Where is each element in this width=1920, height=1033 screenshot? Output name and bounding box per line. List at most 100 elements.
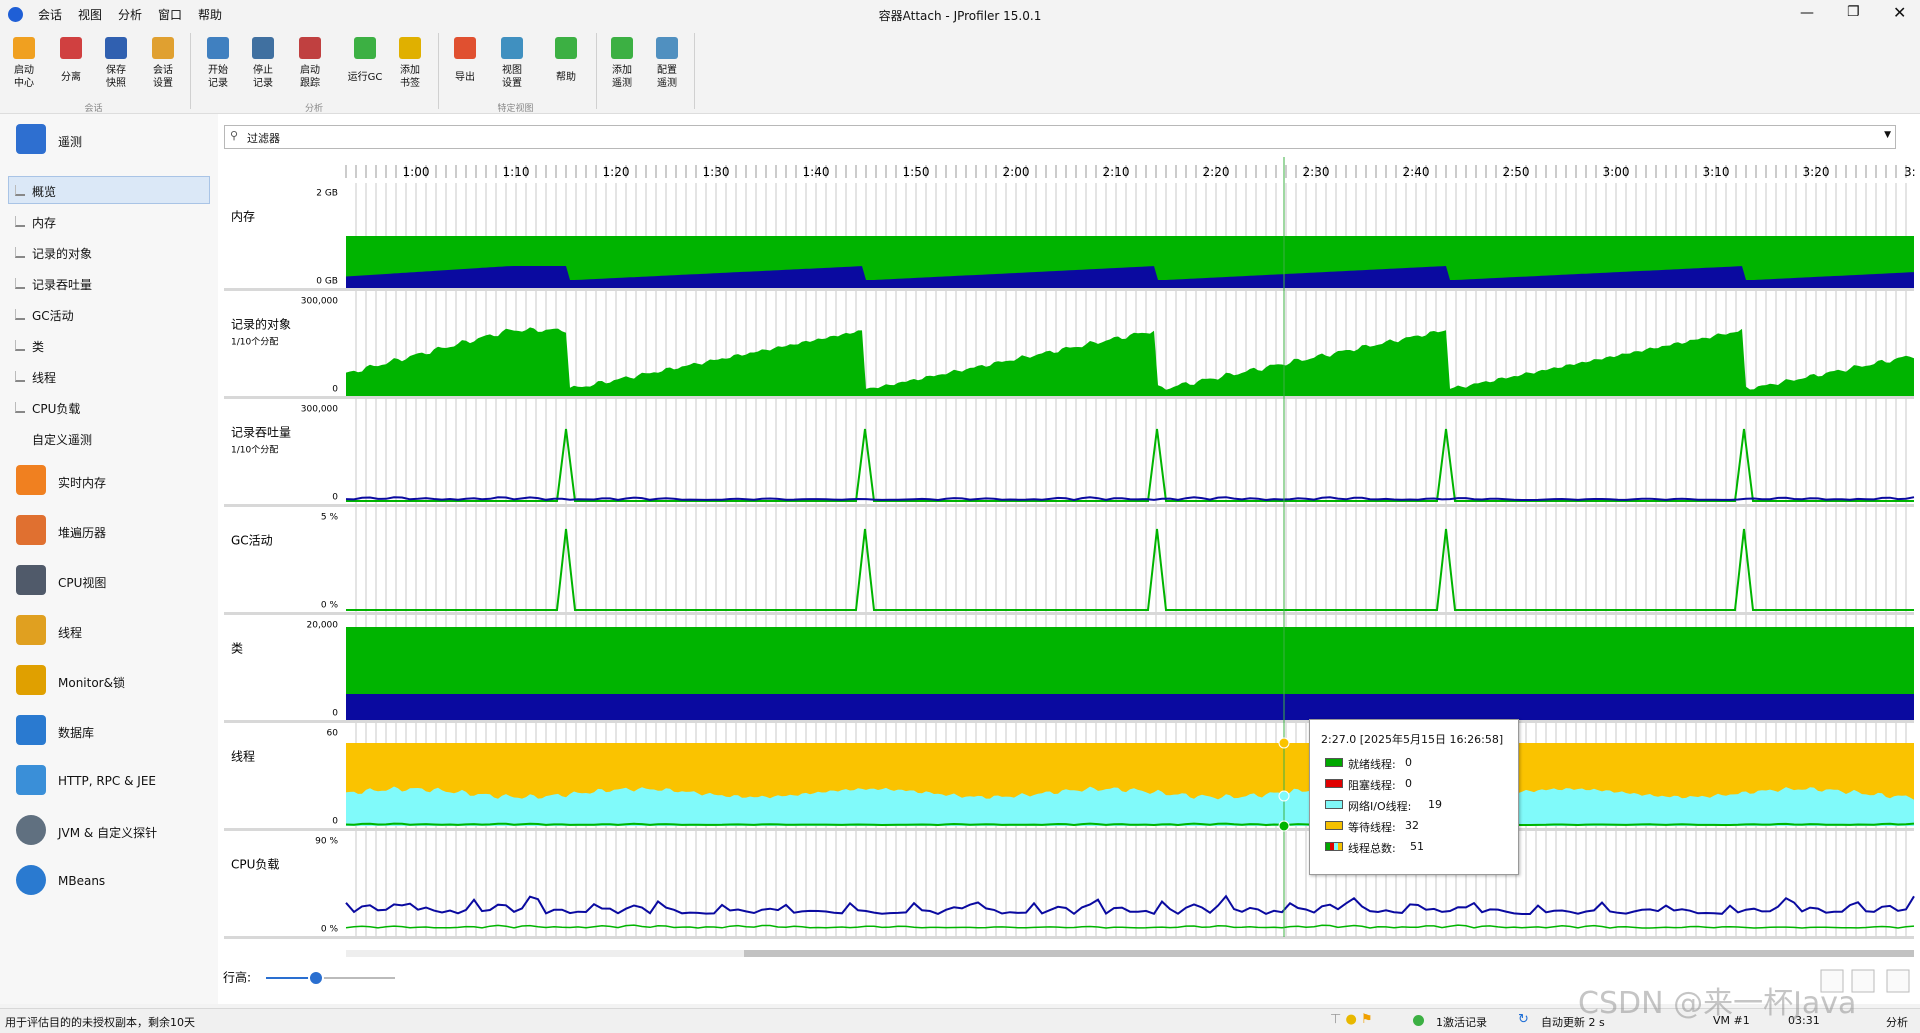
toolbar-icon[interactable] xyxy=(60,37,82,59)
y-min-label: 0 xyxy=(332,709,338,719)
toolbar-button-label[interactable]: 记录 xyxy=(253,78,273,89)
toolbar-icon[interactable] xyxy=(501,37,523,59)
toolbar-button-label[interactable]: 开始 xyxy=(208,65,228,76)
toolbar-button-label[interactable]: 快照 xyxy=(106,78,126,89)
toolbar-button-label[interactable]: 中心 xyxy=(14,78,34,89)
toolbar-icon[interactable] xyxy=(399,37,421,59)
tooltip-value: 0 xyxy=(1405,777,1412,790)
vm: VM #1 xyxy=(1713,1014,1750,1027)
time-label: 2:20 xyxy=(1203,165,1230,179)
toolbar-button-label[interactable]: 书签 xyxy=(400,78,420,89)
panel-separator xyxy=(224,828,1914,831)
sidebar-section[interactable]: 线程 xyxy=(58,626,83,640)
sidebar-section[interactable]: 实时内存 xyxy=(58,476,107,490)
sidebar-item[interactable]: GC活动 xyxy=(32,309,74,323)
menu-item[interactable]: 视图 xyxy=(78,8,103,22)
auto-refresh[interactable]: 自动更新 2 s xyxy=(1541,1016,1605,1029)
panel-label: 线程 xyxy=(231,749,255,764)
toolbar-icon[interactable] xyxy=(555,37,577,59)
toolbar-button-label[interactable]: 添加 xyxy=(612,65,632,76)
zoom-button[interactable] xyxy=(1820,969,1844,993)
toolbar-button-label[interactable]: 遥测 xyxy=(657,78,677,89)
sidebar-item[interactable]: 类 xyxy=(32,340,45,354)
minimize[interactable]: — xyxy=(1800,5,1814,21)
close[interactable]: ✕ xyxy=(1893,3,1907,22)
sidebar-section[interactable]: HTTP, RPC & JEE xyxy=(58,774,156,788)
toolbar-button-label[interactable]: 会话 xyxy=(153,65,173,76)
toolbar-icon[interactable] xyxy=(13,37,35,59)
recordings[interactable]: 1激活记录 xyxy=(1436,1016,1487,1029)
legend-swatch xyxy=(1325,800,1343,809)
toolbar-icon[interactable] xyxy=(152,37,174,59)
toolbar-icon[interactable] xyxy=(656,37,678,59)
toolbar-icon[interactable] xyxy=(354,37,376,59)
sidebar-section[interactable]: JVM & 自定义探针 xyxy=(58,826,158,840)
y-max-label: 2 GB xyxy=(316,189,338,199)
toolbar-icon[interactable] xyxy=(252,37,274,59)
slider-knob[interactable] xyxy=(308,970,324,986)
sidebar-item[interactable]: CPU负载 xyxy=(32,402,81,416)
filter-dropdown[interactable]: ▼ xyxy=(1884,130,1891,140)
menu-item[interactable]: 窗口 xyxy=(158,8,183,22)
toolbar-button-label[interactable]: 运行GC xyxy=(347,72,383,83)
toolbar-button-label[interactable]: 启动 xyxy=(300,65,320,76)
status-icons[interactable]: ⊤ ● ⚑ xyxy=(1330,1012,1373,1027)
toolbar-button-label[interactable]: 导出 xyxy=(455,72,475,83)
sidebar-item[interactable]: 记录的对象 xyxy=(32,247,93,261)
toolbar-button-label[interactable]: 保存 xyxy=(106,65,126,76)
sidebar-item[interactable]: 内存 xyxy=(32,216,57,230)
toolbar-button-label[interactable]: 记录 xyxy=(208,78,228,89)
tooltip-label: 等待线程: xyxy=(1348,821,1396,834)
filter-box[interactable]: ⚲ 过滤器 ▼ xyxy=(224,125,1896,149)
time-label: 2:10 xyxy=(1103,165,1130,179)
app-icon xyxy=(8,7,23,22)
sidebar-item[interactable]: 自定义遥测 xyxy=(32,433,93,447)
toolbar-button-label[interactable]: 停止 xyxy=(253,65,273,76)
cursor-dot xyxy=(1278,790,1290,802)
toolbar-button-label[interactable]: 设置 xyxy=(153,78,173,89)
menu-item[interactable]: 帮助 xyxy=(198,8,223,22)
sidebar-item[interactable]: 线程 xyxy=(32,371,57,385)
sidebar-section[interactable]: 遥测 xyxy=(58,135,83,149)
sidebar-section[interactable]: 堆遍历器 xyxy=(58,526,107,540)
toolbar-icon[interactable] xyxy=(299,37,321,59)
sidebar-item[interactable]: 记录吞吐量 xyxy=(32,278,93,292)
status-bar: 用于评估目的的未授权副本，剩余10天 ⊤ ● ⚑ 1激活记录 ↻ 自动更新 2 … xyxy=(0,1008,1920,1033)
toolbar-button-label[interactable]: 帮助 xyxy=(556,72,576,83)
toolbar-button-label[interactable]: 设置 xyxy=(502,78,522,89)
sidebar-item[interactable]: 概览 xyxy=(32,185,57,199)
row-height-label: 行高: xyxy=(223,970,251,985)
selection xyxy=(8,176,210,204)
tooltip-value: 51 xyxy=(1410,840,1424,853)
search-icon: ⚲ xyxy=(230,129,239,142)
toolbar-button-label[interactable]: 跟踪 xyxy=(300,78,320,89)
y-min-label: 0 % xyxy=(321,601,339,611)
toolbar-group-label: 分析 xyxy=(304,104,323,114)
toolbar-button-label[interactable]: 配置 xyxy=(657,65,677,76)
sidebar-icon xyxy=(16,815,46,845)
sidebar-section[interactable]: 数据库 xyxy=(58,726,95,740)
toolbar-icon[interactable] xyxy=(105,37,127,59)
toolbar-button-label[interactable]: 视图 xyxy=(502,65,522,76)
toolbar-icon[interactable] xyxy=(611,37,633,59)
toolbar-icon[interactable] xyxy=(207,37,229,59)
runnable-line xyxy=(345,822,1915,827)
menu-item[interactable]: 分析 xyxy=(118,8,143,22)
toolbar-button-label[interactable]: 分离 xyxy=(61,72,81,83)
title-bar: 会话 视图 分析 窗口 帮助 容器Attach - JProfiler 15.0.1 —… xyxy=(0,0,1920,29)
zoom-button[interactable] xyxy=(1886,969,1910,993)
sidebar-section[interactable]: Monitor&锁 xyxy=(58,676,125,690)
toolbar-button-label[interactable]: 启动 xyxy=(14,65,34,76)
zoom-button[interactable] xyxy=(1851,969,1875,993)
sidebar-icon xyxy=(16,715,46,745)
sidebar-section[interactable]: MBeans xyxy=(58,874,106,888)
maximize[interactable]: ❐ xyxy=(1847,4,1860,20)
toolbar-button-label[interactable]: 遥测 xyxy=(612,78,632,89)
sidebar-section[interactable]: CPU视图 xyxy=(58,576,107,590)
toolbar-icon[interactable] xyxy=(454,37,476,59)
axis-strip xyxy=(224,157,1914,181)
panel-label: CPU负载 xyxy=(231,858,279,872)
menu-item[interactable]: 会话 xyxy=(38,8,63,22)
toolbar-button-label[interactable]: 添加 xyxy=(400,65,420,76)
throughput-line xyxy=(345,496,1915,502)
